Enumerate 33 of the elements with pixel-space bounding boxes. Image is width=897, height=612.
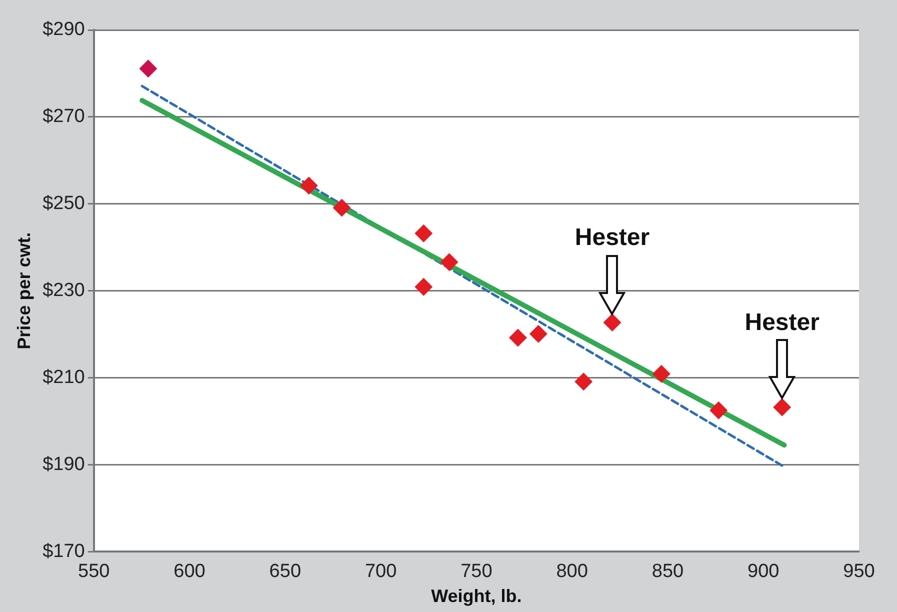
- point: [603, 314, 622, 332]
- point: [332, 198, 351, 217]
- y-tick-label: $230: [42, 280, 85, 302]
- y-axis-title: Price per cwt.: [14, 232, 34, 350]
- x-tick-label: 750: [460, 561, 492, 582]
- point: [652, 364, 670, 383]
- x-tick-label: 650: [269, 561, 301, 582]
- y-tick-label: $250: [42, 193, 85, 214]
- point: [574, 372, 593, 391]
- x-tick-label: 600: [174, 561, 206, 582]
- x-tick-label: 550: [78, 561, 110, 582]
- point: [414, 278, 433, 296]
- y-tick-label: $210: [42, 366, 85, 388]
- x-tick-label: 800: [556, 561, 588, 582]
- point: [300, 176, 318, 195]
- point: [139, 60, 158, 78]
- y-tick-label: $290: [42, 19, 85, 40]
- point: [508, 328, 527, 347]
- x-tick-label: 700: [364, 561, 397, 582]
- point: [773, 398, 792, 416]
- point: [710, 401, 728, 420]
- y-tick-label: $170: [42, 540, 85, 562]
- annotation: Hester: [744, 308, 820, 336]
- point: [529, 324, 548, 343]
- x-tick-label: 950: [843, 561, 875, 582]
- annotation: Hester: [574, 224, 650, 252]
- x-tick-label: 850: [652, 561, 684, 582]
- point: [414, 224, 433, 242]
- x-tick-label: 900: [748, 561, 780, 582]
- point: [440, 253, 458, 272]
- y-tick-label: $190: [42, 454, 85, 475]
- x-axis-title: Weight, lb.: [431, 586, 522, 606]
- y-tick-label: $270: [42, 106, 85, 128]
